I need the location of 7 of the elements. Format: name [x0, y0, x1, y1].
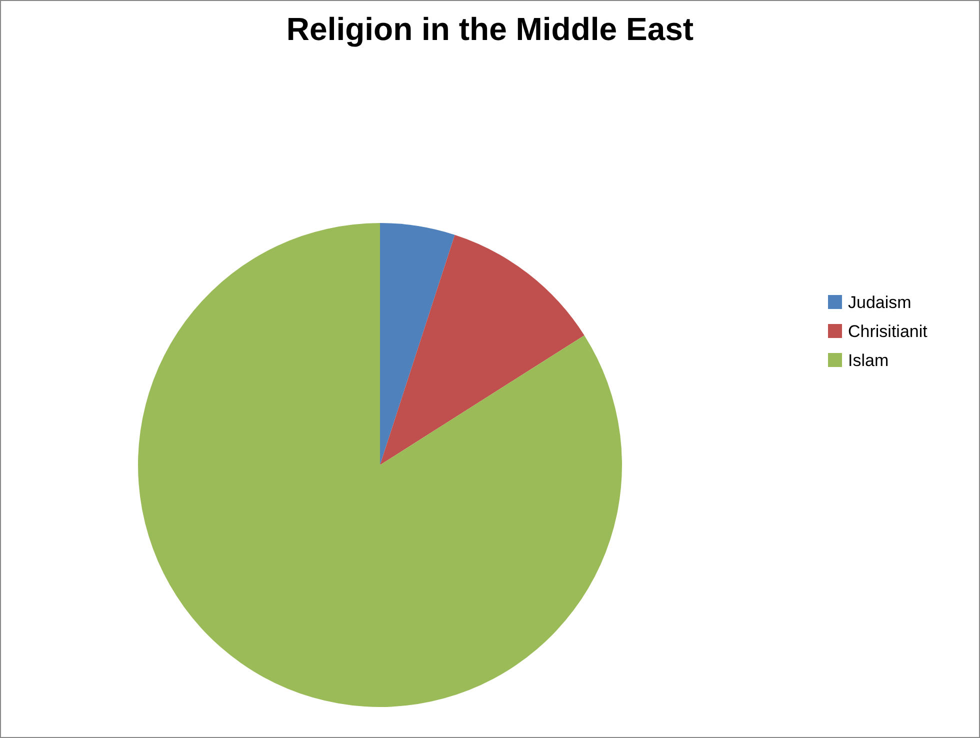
- pie-slice: [138, 223, 622, 707]
- chart-title: Religion in the Middle East: [286, 11, 694, 47]
- legend-label: Chrisitianit: [848, 322, 928, 341]
- pie-slice: [380, 234, 584, 465]
- pie-slice: [380, 223, 455, 465]
- legend-label: Islam: [848, 351, 889, 370]
- legend-label: Judaism: [848, 293, 912, 312]
